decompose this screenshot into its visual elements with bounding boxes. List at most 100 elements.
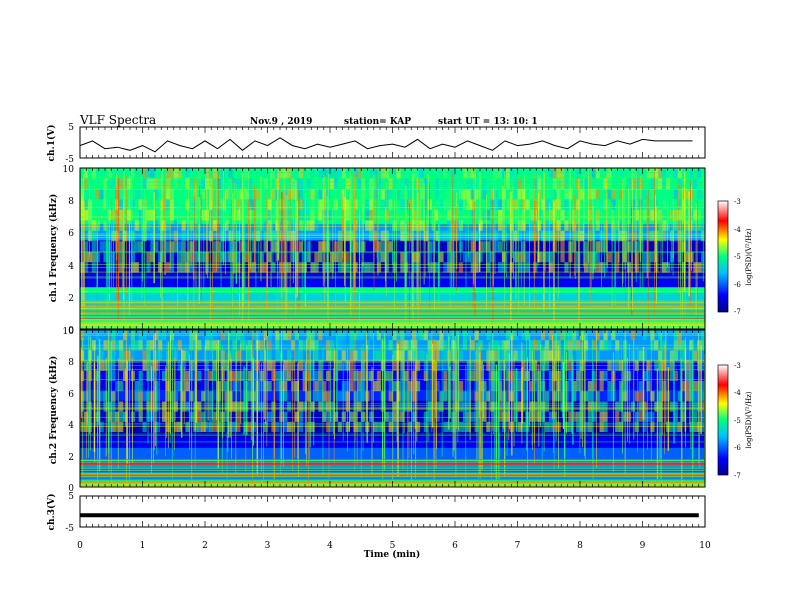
ch1-ytick-4: 4: [68, 262, 74, 272]
spectrogram-cell: [607, 168, 612, 179]
spectrogram-cell: [470, 199, 475, 210]
spectrogram-cell: [322, 168, 327, 179]
ch2-colorbar-label: log(PSD)(V²/Hz): [745, 391, 753, 448]
spectrogram-cell: [263, 220, 268, 231]
spectrogram-cell: [130, 350, 135, 361]
spectrogram-cell: [357, 168, 362, 179]
spectrogram-cell: [677, 178, 682, 189]
spectrogram-cell: [470, 411, 475, 422]
spectrogram-cell: [318, 251, 323, 263]
spectrogram-cell: [130, 220, 135, 231]
spectrogram-cell: [103, 391, 108, 402]
spectrogram-cell: [177, 381, 182, 392]
ch2-cb-tick-m3: -3: [734, 362, 741, 370]
spectrogram-cell: [107, 178, 112, 189]
spectrogram-cell: [650, 209, 655, 221]
spectrogram-cell: [134, 241, 139, 252]
spectrogram-cell: [654, 168, 659, 179]
spectrogram-cell: [392, 350, 397, 361]
spectrogram-cell: [642, 251, 647, 263]
spectrogram-cell: [396, 168, 401, 179]
spectrogram-cell: [595, 401, 600, 412]
spectrogram-cell: [435, 209, 440, 221]
ch3-ytick-bottom: -5: [65, 524, 74, 534]
spectrogram-cell: [521, 188, 526, 200]
spectrogram-cell: [564, 188, 569, 200]
spectrogram-cell: [173, 230, 178, 242]
spectrogram-cell: [349, 350, 354, 361]
spectrogram-cell: [568, 360, 573, 371]
spectrogram-cell: [697, 220, 702, 231]
spectrogram-cell: [150, 230, 155, 242]
spectrogram-cell: [470, 241, 475, 252]
figure-title: VLF Spectra: [79, 113, 156, 127]
spectrogram-cell: [458, 350, 464, 361]
spectrogram-cell: [91, 230, 96, 242]
x-tick-label: 8: [577, 541, 583, 551]
x-tick-label: 2: [202, 541, 208, 551]
spectrogram-cell: [517, 401, 522, 412]
spectrogram-cell: [505, 360, 510, 371]
spectrogram-cell: [634, 168, 639, 179]
spectrogram-cell: [497, 401, 503, 412]
spectrogram-cell: [310, 199, 315, 210]
spectrogram-cell: [302, 199, 307, 210]
spectrogram-cell: [263, 230, 268, 242]
spectrogram-cell: [697, 168, 702, 179]
spectrogram-cell: [576, 421, 581, 433]
spectrogram-cell: [517, 188, 522, 200]
spectrogram-cell: [349, 188, 354, 200]
ch1-spectrogram-ylabel: ch.1 Frequency (kHz): [48, 194, 59, 303]
spectrogram-cell: [298, 401, 303, 412]
spectrogram-cell: [130, 230, 135, 242]
spectrogram-cell: [111, 401, 116, 412]
spectrogram-cell: [474, 188, 479, 200]
ch1-ytick-10: 10: [63, 165, 75, 175]
spectrogram-cell: [380, 188, 385, 200]
spectrogram-cell: [630, 241, 635, 252]
spectrogram-cell: [134, 168, 139, 179]
spectrogram-cell: [83, 199, 89, 210]
spectrogram-cell: [169, 178, 175, 189]
spectrogram-cell: [482, 411, 487, 422]
spectrogram-cell: [665, 360, 671, 371]
spectrogram-cell: [697, 209, 702, 221]
spectrogram-cell: [380, 168, 385, 179]
spectrogram-cell: [372, 188, 378, 200]
spectrogram-cell: [689, 360, 694, 371]
spectrogram-cell: [185, 350, 190, 361]
spectrogram-cell: [634, 220, 639, 231]
spectrogram-cell: [349, 411, 354, 422]
spectrogram-cell: [326, 350, 331, 361]
spectrogram-cell: [400, 370, 405, 382]
spectrogram-cell: [501, 350, 507, 361]
spectrogram-cell: [341, 391, 346, 402]
spectrogram-cell: [80, 401, 85, 412]
spectrogram-cell: [544, 421, 550, 433]
spectrogram-cell: [525, 230, 530, 242]
spectrogram-cell: [107, 350, 112, 361]
spectrogram-cell: [654, 178, 659, 189]
spectrogram-cell: [357, 178, 362, 189]
spectrogram-cell: [318, 381, 323, 392]
spectrogram-cell: [115, 230, 120, 242]
spectrogram-cell: [236, 209, 241, 221]
spectrogram-cell: [384, 251, 389, 263]
spectrogram-cell: [212, 421, 218, 433]
spectrogram-cell: [572, 178, 577, 189]
spectrogram-cell: [392, 168, 397, 179]
spectrogram-cell: [236, 251, 241, 263]
spectrogram-cell: [564, 178, 569, 189]
spectrogram-cell: [138, 220, 143, 231]
spectrogram-cell: [576, 360, 581, 371]
spectrogram-cell: [650, 230, 655, 242]
spectrogram-cell: [165, 241, 171, 252]
spectrogram-cell: [290, 178, 296, 189]
spectrogram-cell: [283, 421, 288, 433]
spectrogram-cell: [294, 381, 300, 392]
spectrogram-cell: [275, 421, 280, 433]
spectrogram-cell: [372, 381, 378, 392]
spectrogram-cell: [685, 230, 690, 242]
spectrogram-cell: [130, 411, 135, 422]
spectrogram-cell: [470, 178, 475, 189]
